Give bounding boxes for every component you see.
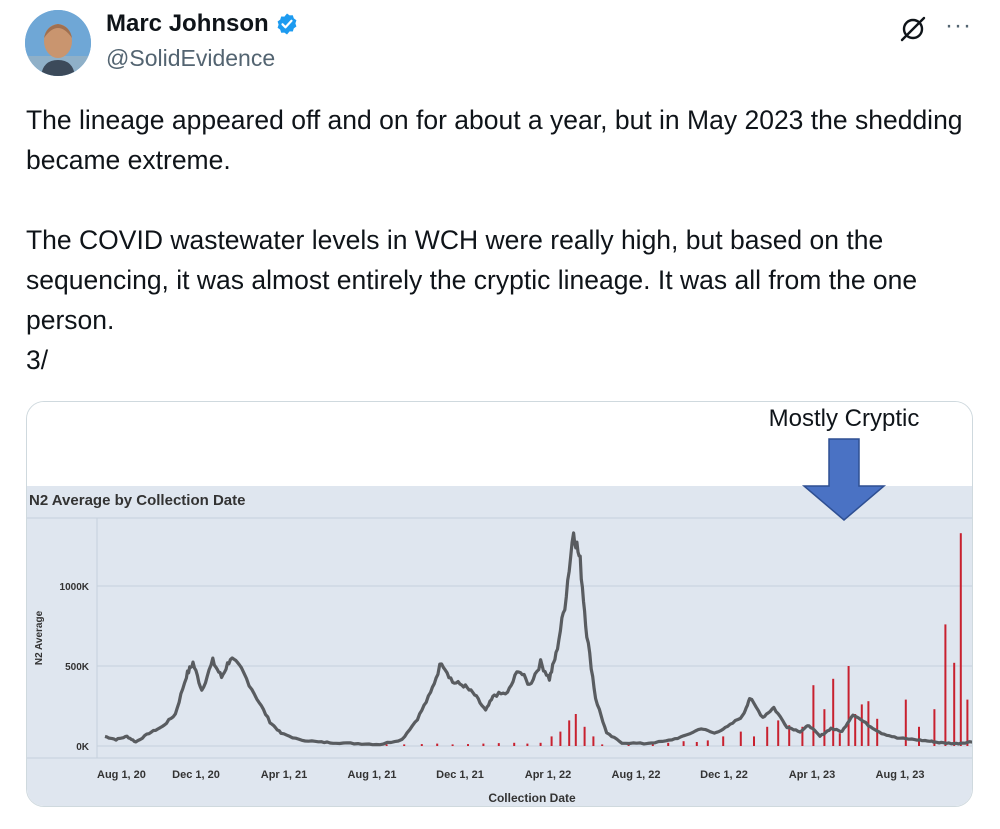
chart-bar [854, 714, 857, 746]
chart-bar [550, 736, 553, 746]
chart-bar [801, 726, 804, 746]
chart-bar [918, 726, 920, 746]
chart-bar [812, 685, 815, 746]
author-name[interactable]: Marc Johnson [106, 10, 269, 37]
y-tick-label: 0K [76, 742, 90, 753]
author-name-row: Marc Johnson [106, 10, 299, 38]
chart-bar [777, 720, 780, 746]
chart-bar [592, 736, 595, 746]
chart-bar [539, 742, 542, 746]
tweet-paragraph: The COVID wastewater levels in WCH were … [26, 225, 918, 335]
y-axis-label: N2 Average [34, 610, 45, 665]
arrow-down-icon [801, 438, 887, 521]
chart-bar [832, 678, 835, 746]
x-tick-label: Aug 1, 23 [876, 769, 925, 781]
chart-bar [651, 744, 654, 746]
tweet-text: The lineage appeared off and on for abou… [26, 100, 976, 380]
avatar[interactable] [25, 10, 91, 76]
x-tick-label: Dec 1, 22 [700, 769, 748, 781]
verified-badge-icon [277, 13, 297, 35]
chart-bar [568, 720, 571, 746]
x-tick-label: Dec 1, 21 [436, 769, 484, 781]
chart-bar [513, 742, 516, 746]
chart-bar [823, 709, 826, 746]
chart-bar [436, 743, 439, 746]
chart-bar [966, 699, 969, 746]
chart-bar [526, 743, 529, 746]
chart-bar [574, 714, 577, 746]
chart-bar [944, 624, 947, 746]
chart-bar [403, 744, 406, 746]
y-tick-label: 500K [65, 662, 90, 673]
author-handle[interactable]: @SolidEvidence [106, 45, 276, 71]
chart-bar [559, 731, 562, 746]
chart: Mostly Cryptic N2 Average by Collection … [27, 402, 972, 806]
chart-bar [695, 742, 698, 746]
chart-bar [482, 743, 485, 746]
chart-bar [847, 666, 850, 746]
chart-bar [583, 726, 586, 746]
tweet-paragraph: 3/ [26, 345, 49, 375]
chart-bar [788, 725, 791, 746]
chart-bar [451, 744, 454, 746]
y-tick-label: 1000K [60, 582, 90, 593]
x-tick-label: Dec 1, 20 [172, 769, 220, 781]
chart-title: N2 Average by Collection Date [29, 492, 245, 509]
series-line [104, 531, 972, 747]
chart-bar [904, 699, 907, 746]
x-tick-label: Aug 1, 21 [348, 769, 397, 781]
chart-bar [959, 533, 962, 746]
chart-bar [706, 740, 709, 746]
chart-bar [497, 743, 500, 746]
x-tick-label: Apr 1, 23 [789, 769, 835, 781]
x-tick-label: Aug 1, 20 [97, 769, 146, 781]
annotation-text: Mostly Cryptic [769, 405, 920, 432]
x-tick-label: Aug 1, 22 [612, 769, 661, 781]
x-axis-label: Collection Date [488, 791, 576, 805]
chart-bar [667, 742, 670, 746]
chart-bar [838, 733, 841, 746]
chart-bar [467, 744, 469, 746]
grok-icon[interactable] [898, 14, 928, 44]
chart-bar [766, 726, 769, 746]
plot-background [27, 486, 972, 806]
chart-bar [953, 662, 956, 746]
chart-bar [601, 744, 604, 746]
more-options-icon[interactable]: ··· [945, 12, 972, 39]
chart-bar [682, 741, 685, 746]
chart-bar [385, 744, 388, 746]
chart-bar [739, 731, 742, 746]
chart-bar [420, 744, 423, 746]
chart-bar [753, 736, 755, 746]
chart-bar [860, 704, 863, 746]
chart-bar [627, 744, 630, 746]
chart-bar [933, 709, 936, 746]
x-tick-label: Apr 1, 22 [525, 769, 571, 781]
x-tick-label: Apr 1, 21 [261, 769, 307, 781]
tweet-media-image[interactable]: Mostly Cryptic N2 Average by Collection … [26, 401, 973, 807]
chart-bar [722, 736, 725, 746]
tweet-paragraph: The lineage appeared off and on for abou… [26, 105, 963, 175]
